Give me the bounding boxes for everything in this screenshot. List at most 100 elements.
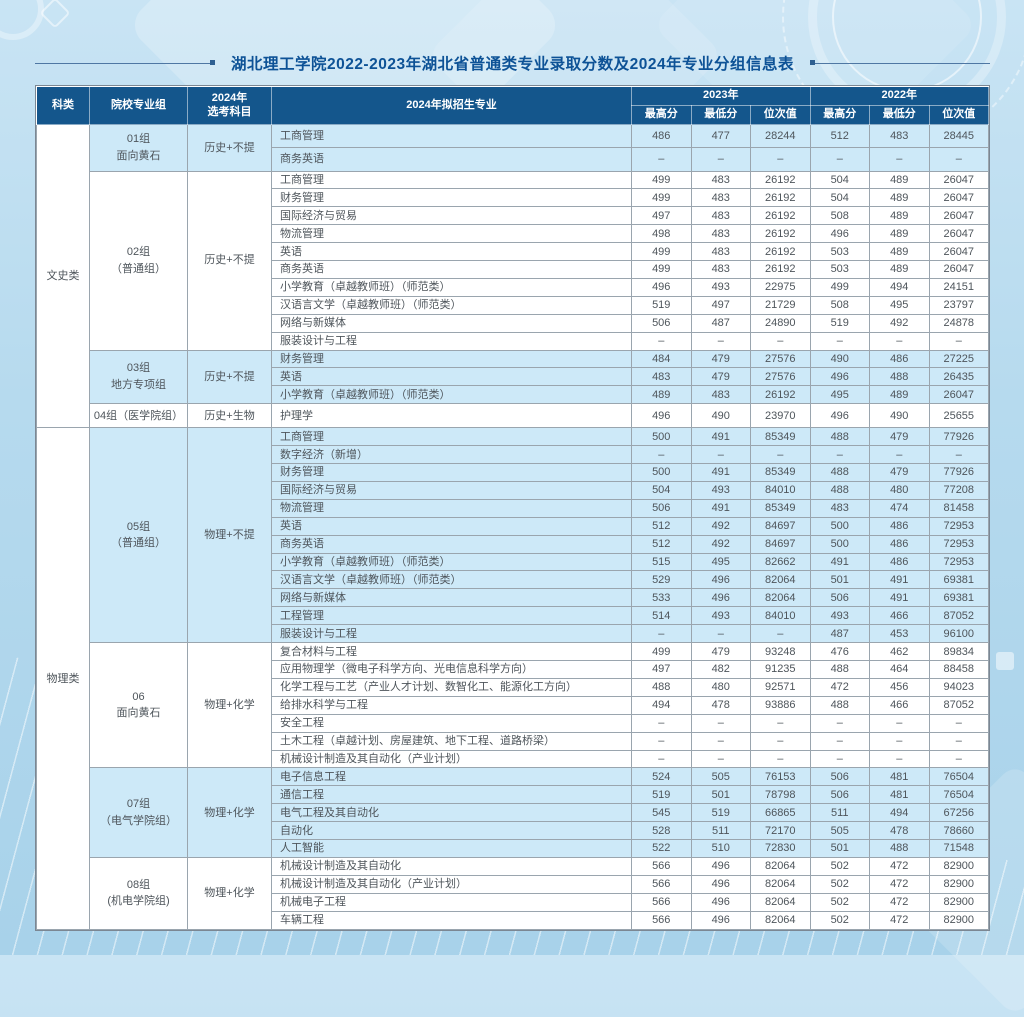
header-year-2023: 2023年: [631, 86, 811, 106]
max-2023-cell: 512: [631, 516, 692, 536]
diamond-outline-decoration: [39, 0, 71, 29]
min-2022-cell: 492: [869, 313, 930, 333]
rank-2023-cell: 26192: [750, 385, 811, 405]
min-2022-cell: 481: [869, 785, 930, 805]
min-2022-cell: –: [869, 749, 930, 769]
subjects-cell: 历史+不提: [187, 124, 272, 172]
rank-2023-cell: 78798: [750, 785, 811, 805]
subjects-cell: 历史+生物: [187, 403, 272, 429]
max-2023-cell: 497: [631, 660, 692, 679]
max-2022-cell: 500: [809, 516, 870, 536]
rank-2022-cell: 26047: [928, 188, 989, 208]
max-2023-cell: 522: [631, 839, 692, 858]
rank-2023-cell: –: [750, 331, 811, 351]
rank-2022-cell: 71548: [928, 839, 989, 858]
rank-2022-cell: 24151: [928, 277, 989, 297]
min-2023-cell: 493: [690, 277, 751, 297]
min-2022-cell: –: [869, 731, 930, 751]
major-cell: 机械设计制造及其自动化（产业计划）: [271, 874, 632, 894]
max-2022-cell: 488: [809, 463, 870, 482]
concentric-ring-decoration: [832, 0, 982, 92]
table-body: 文史类 01组 面向黄石 历史+不提 工商管理 486 477 28244 512 483 2844…: [36, 123, 989, 931]
min-2023-cell: 479: [690, 349, 751, 369]
table-row: 07组 （电气学院组） 物理+化学 电子信息工程 524 505 76153 506 481 76…: [37, 767, 989, 858]
major-cell: 机械设计制造及其自动化: [271, 856, 632, 876]
max-2022-cell: 472: [809, 677, 870, 697]
max-2023-cell: 500: [631, 427, 692, 447]
group-cell: 04组（医学院组）: [89, 403, 188, 429]
major-cell: 英语: [271, 516, 632, 536]
rank-2022-cell: 81458: [928, 498, 989, 518]
max-2022-cell: 488: [809, 480, 870, 500]
rank-2023-cell: 82064: [750, 874, 811, 894]
table-row: 服装设计与工程 – – –487 453 96100: [37, 624, 989, 644]
min-2023-cell: 483: [690, 188, 751, 208]
rank-2022-cell: 96100: [928, 624, 989, 644]
table-row: 英语 483 479 27576 496 488 26435: [37, 367, 989, 387]
max-2022-cell: 512: [809, 123, 870, 149]
min-2022-cell: 489: [869, 170, 930, 190]
rank-2023-cell: 72170: [750, 821, 811, 841]
rank-2023-cell: 85349: [750, 427, 811, 447]
rank-2023-cell: 93248: [750, 642, 811, 661]
max-2023-cell: –: [631, 331, 692, 351]
rank-2023-cell: 84010: [750, 606, 811, 626]
major-cell: 小学教育（卓越教师班）（师范类）: [271, 277, 632, 297]
major-cell: 商务英语: [271, 147, 632, 172]
rank-2022-cell: 27225: [928, 349, 989, 369]
rank-2022-cell: 82900: [928, 892, 989, 912]
max-2022-cell: 495: [809, 385, 870, 405]
min-2023-cell: 496: [690, 874, 751, 894]
rank-2022-cell: –: [928, 749, 989, 769]
rank-2022-cell: 77926: [928, 427, 989, 447]
table-row: 03组 地方专项组 历史+不提 财务管理 484 479 27576 490 486 27225: [37, 349, 989, 405]
subjects-cell: 物理+化学: [187, 856, 272, 931]
min-2022-cell: 494: [869, 803, 930, 823]
max-2023-cell: 566: [631, 856, 692, 876]
min-2022-cell: 489: [869, 385, 930, 405]
subjects-cell: 物理+不提: [187, 427, 272, 644]
max-2023-cell: –: [631, 624, 692, 644]
max-2022-cell: 504: [809, 188, 870, 208]
min-2023-cell: 519: [690, 803, 751, 823]
min-2023-cell: 491: [690, 498, 751, 518]
min-2023-cell: 497: [690, 295, 751, 315]
max-2022-cell: 488: [809, 427, 870, 447]
rank-2023-cell: 27576: [750, 367, 811, 387]
title-rule-right: [810, 60, 991, 65]
max-2023-cell: 519: [631, 785, 692, 805]
rank-2022-cell: 67256: [928, 803, 989, 823]
min-2023-cell: 483: [690, 242, 751, 262]
major-cell: 安全工程: [271, 713, 632, 733]
square-decoration: [996, 652, 1014, 670]
rank-2022-cell: 77926: [928, 463, 989, 482]
rank-2022-cell: 26047: [928, 260, 989, 279]
rank-2023-cell: 23970: [750, 403, 811, 429]
major-cell: 服装设计与工程: [271, 331, 632, 351]
rank-2023-cell: 24890: [750, 313, 811, 333]
min-2022-cell: 453: [869, 624, 930, 644]
subjects-cell: 历史+不提: [187, 349, 272, 405]
rank-2022-cell: 76504: [928, 767, 989, 787]
rank-2023-cell: 26192: [750, 206, 811, 226]
max-2023-cell: –: [631, 713, 692, 733]
major-cell: 物流管理: [271, 498, 632, 518]
max-2023-cell: 499: [631, 170, 692, 190]
rank-2023-cell: 84697: [750, 516, 811, 536]
min-2022-cell: 479: [869, 427, 930, 447]
rank-2022-cell: –: [928, 713, 989, 733]
min-2023-cell: 478: [690, 695, 751, 715]
rank-2022-cell: 77208: [928, 480, 989, 500]
min-2023-cell: 496: [690, 856, 751, 876]
rank-2022-cell: 82900: [928, 856, 989, 876]
rank-2023-cell: 85349: [750, 463, 811, 482]
major-cell: 电气工程及其自动化: [271, 803, 632, 823]
max-2023-cell: 494: [631, 695, 692, 715]
table-row: 财务管理 499 483 26192 504 489 26047: [37, 188, 989, 208]
title-bar: 湖北理工学院2022-2023年湖北省普通类专业录取分数及2024年专业分组信息…: [35, 52, 991, 74]
rank-2023-cell: –: [750, 147, 811, 172]
major-cell: 财务管理: [271, 188, 632, 208]
rank-2023-cell: 26192: [750, 170, 811, 190]
header-subjects: 2024年 选考科目: [187, 86, 272, 125]
min-2022-cell: 488: [869, 839, 930, 858]
